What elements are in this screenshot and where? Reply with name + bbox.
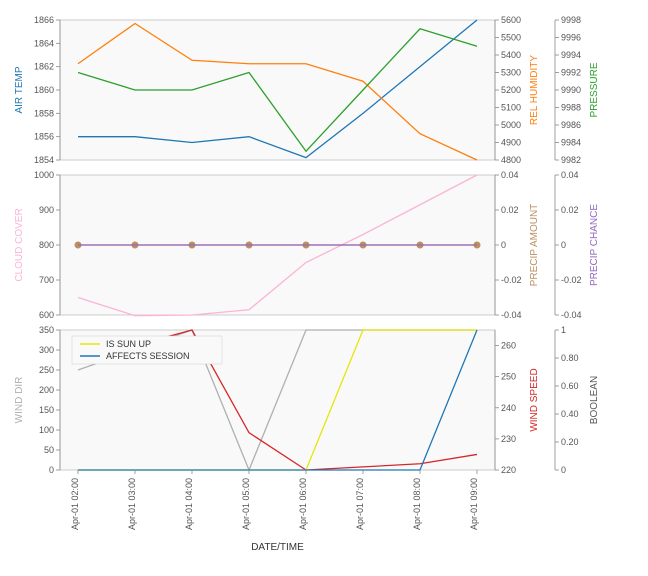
axis-label: PRECIP CHANCE	[589, 204, 600, 286]
tick-label: 5100	[501, 103, 521, 113]
tick-label: 4800	[501, 155, 521, 165]
tick-label: 9990	[561, 85, 581, 95]
tick-label: 5500	[501, 33, 521, 43]
tick-label: 9986	[561, 120, 581, 130]
tick-label: 50	[44, 445, 54, 455]
tick-label: 4900	[501, 138, 521, 148]
tick-label: 700	[39, 275, 54, 285]
tick-label: 5400	[501, 50, 521, 60]
tick-label: 240	[501, 403, 516, 413]
tick-label: 0.60	[561, 381, 579, 391]
legend-label: AFFECTS SESSION	[106, 351, 190, 361]
tick-label: 9996	[561, 33, 581, 43]
tick-label: 0	[501, 240, 506, 250]
x-tick-label: Apr-01 08:00	[412, 478, 422, 530]
tick-label: 0.20	[561, 437, 579, 447]
axis-label: CLOUD COVER	[14, 208, 25, 281]
tick-label: 260	[501, 341, 516, 351]
x-axis-label: DATE/TIME	[251, 542, 304, 553]
tick-label: 250	[39, 365, 54, 375]
tick-label: 350	[39, 325, 54, 335]
x-tick-label: Apr-01 06:00	[298, 478, 308, 530]
chart-svg: 1854 1856 1858 1860 1862 1864 1866 AIR TEMP 4800…	[0, 0, 648, 576]
tick-label: 0.80	[561, 353, 579, 363]
tick-label: 5300	[501, 68, 521, 78]
tick-label: 0	[49, 465, 54, 475]
tick-label: 230	[501, 434, 516, 444]
tick-label: 200	[39, 385, 54, 395]
tick-label: 300	[39, 345, 54, 355]
tick-label: 220	[501, 465, 516, 475]
tick-label: 0.04	[561, 170, 579, 180]
x-tick-label: Apr-01 03:00	[127, 478, 137, 530]
tick-label: 0.02	[561, 205, 579, 215]
tick-label: 1860	[34, 85, 54, 95]
axis-label: PRESSURE	[589, 62, 600, 117]
tick-label: 150	[39, 405, 54, 415]
x-tick-label: Apr-01 07:00	[355, 478, 365, 530]
tick-label: 600	[39, 310, 54, 320]
tick-label: 9984	[561, 138, 581, 148]
axis-label: PRECIP AMOUNT	[529, 204, 540, 287]
x-tick-label: Apr-01 02:00	[70, 478, 80, 530]
x-tick-label: Apr-01 09:00	[469, 478, 479, 530]
tick-label: 9982	[561, 155, 581, 165]
axis-label: WIND SPEED	[529, 368, 540, 431]
tick-label: -0.04	[561, 310, 582, 320]
axis-label: REL HUMIDITY	[529, 55, 540, 126]
tick-label: 1000	[34, 170, 54, 180]
tick-label: 1858	[34, 108, 54, 118]
tick-label: 9992	[561, 68, 581, 78]
tick-label: 5000	[501, 120, 521, 130]
tick-label: 1864	[34, 38, 54, 48]
tick-label: 9994	[561, 50, 581, 60]
axis-label: WIND DIR	[14, 377, 25, 424]
legend-label: IS SUN UP	[106, 339, 151, 349]
axis-label: BOOLEAN	[589, 376, 600, 424]
tick-label: -0.02	[561, 275, 582, 285]
tick-label: 100	[39, 425, 54, 435]
x-tick-label: Apr-01 05:00	[241, 478, 251, 530]
tick-label: -0.04	[501, 310, 522, 320]
tick-label: 5600	[501, 15, 521, 25]
tick-label: 0.02	[501, 205, 519, 215]
tick-label: 1866	[34, 15, 54, 25]
tick-label: 800	[39, 240, 54, 250]
axis-label: AIR TEMP	[14, 66, 25, 113]
tick-label: 250	[501, 372, 516, 382]
tick-label: 0	[561, 240, 566, 250]
multi-panel-chart: 1854 1856 1858 1860 1862 1864 1866 AIR TEMP 4800…	[0, 0, 648, 576]
tick-label: 9988	[561, 103, 581, 113]
tick-label: -0.02	[501, 275, 522, 285]
tick-label: 5200	[501, 85, 521, 95]
tick-label: 1856	[34, 132, 54, 142]
tick-label: 9998	[561, 15, 581, 25]
tick-label: 900	[39, 205, 54, 215]
tick-label: 0	[561, 465, 566, 475]
x-tick-label: Apr-01 04:00	[184, 478, 194, 530]
tick-label: 0.04	[501, 170, 519, 180]
tick-label: 1862	[34, 62, 54, 72]
tick-label: 1854	[34, 155, 54, 165]
tick-label: 1	[561, 325, 566, 335]
tick-label: 0.40	[561, 409, 579, 419]
panel	[60, 20, 495, 160]
